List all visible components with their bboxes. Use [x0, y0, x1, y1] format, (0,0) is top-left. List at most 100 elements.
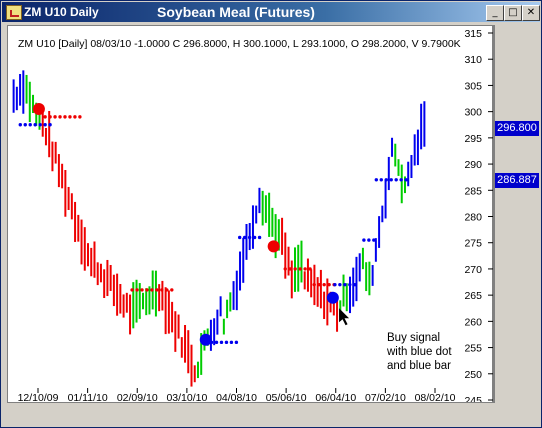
stop-dot [242, 235, 247, 240]
stop-dot [145, 288, 149, 292]
annotation-line-1: Buy signal [387, 332, 441, 344]
stop-dot [372, 238, 376, 242]
chart-app-icon [6, 5, 22, 20]
stop-dot [68, 115, 72, 119]
y-tick-label: 280 [464, 212, 482, 224]
y-tick-label: 290 [464, 159, 482, 171]
stop-dot [404, 178, 408, 182]
stop-dot [379, 178, 383, 182]
stop-dot [130, 288, 134, 292]
y-tick-label: 310 [464, 54, 482, 66]
stop-dot [293, 267, 297, 271]
stop-dot [43, 115, 47, 119]
red-signal-dot [32, 103, 45, 116]
stop-dot [288, 267, 292, 271]
stop-dot [257, 235, 262, 240]
stop-dot [247, 235, 252, 240]
x-tick-label: 01/11/10 [68, 392, 108, 402]
x-tick-label: 06/04/10 [315, 392, 356, 402]
symbol-title: ZM U10 Daily [24, 5, 99, 19]
stop-dot [252, 235, 257, 240]
stop-dot [43, 123, 47, 127]
chart-svg: 245 250 255 260 265 270 275 280 285 290 295 300 305 3… [12, 26, 494, 402]
stop-dot [23, 123, 27, 127]
y-tick-label: 260 [464, 316, 482, 328]
y-tick-label: 250 [464, 369, 482, 381]
stop-dot [327, 282, 331, 287]
y-tick-label: 300 [464, 107, 482, 119]
stop-dot [48, 123, 52, 127]
stop-dot [389, 178, 393, 182]
x-tick-label: 08/02/10 [415, 392, 456, 402]
x-tick-label: 04/08/10 [216, 392, 257, 402]
stop-dot [214, 340, 219, 345]
stop-dot [18, 123, 22, 127]
stop-dot [140, 288, 144, 292]
y-tick-label: 275 [464, 238, 482, 250]
y-tick-label: 295 [464, 133, 482, 145]
stop-dot [229, 340, 234, 345]
stop-dot [234, 340, 239, 345]
stop-dot [53, 115, 57, 119]
stop-dot [160, 288, 164, 292]
red-signal-dot [267, 240, 280, 253]
stop-dot [150, 288, 154, 292]
stop-dot [298, 267, 302, 271]
stop-dot [73, 115, 77, 119]
minimize-button[interactable]: _ [486, 5, 504, 21]
x-tick-label: 02/09/10 [117, 392, 158, 402]
title-bar[interactable]: ZM U10 Daily Soybean Meal (Futures) _ □ … [2, 2, 540, 22]
window-title: Soybean Meal (Futures) [157, 4, 315, 20]
stop-dot [155, 288, 159, 292]
ohlc-info-line: ZM U10 [Daily] 08/03/10 -1.0000 C 296.80… [18, 38, 461, 50]
stop-dot [308, 267, 312, 271]
stop-dot [399, 178, 403, 182]
stop-dot [353, 282, 357, 287]
stop-price-label: 286.887 [495, 172, 539, 188]
stop-dot [238, 235, 242, 240]
stop-dot [283, 267, 287, 271]
y-tick-label: 315 [464, 28, 482, 40]
stop-dot [384, 178, 388, 182]
y-tick-label: 265 [464, 290, 482, 302]
y-tick-label: 245 [464, 395, 482, 402]
stop-dot [165, 288, 169, 292]
stop-dot [48, 115, 52, 119]
stop-dot [170, 288, 174, 292]
stop-dot [338, 282, 342, 287]
price-chart[interactable]: 245 250 255 260 265 270 275 280 285 290 295 300 305 3… [7, 25, 495, 403]
stop-dot [38, 123, 42, 127]
stop-dot [63, 115, 67, 119]
stop-dot [333, 282, 337, 287]
y-tick-label: 270 [464, 264, 482, 276]
stop-dot [33, 123, 37, 127]
stop-dot [374, 178, 379, 182]
blue-signal-dot [199, 333, 212, 346]
y-tick-label: 305 [464, 80, 482, 92]
annotation-line-2: with blue dot [387, 346, 452, 358]
stop-dot [224, 340, 229, 345]
stop-dot [78, 115, 82, 119]
blue-signal-dot [326, 291, 339, 304]
stop-dot [367, 238, 371, 242]
stop-dot [394, 178, 398, 182]
buy-signal-annotation: Buy signal with blue dot and blue bar [387, 331, 452, 373]
stop-dot [219, 340, 224, 345]
stop-dot [303, 267, 307, 271]
stop-dot [348, 282, 352, 287]
pointer-arrow-icon [339, 308, 350, 326]
stop-dot [343, 282, 347, 287]
x-tick-label: 12/10/09 [18, 392, 59, 402]
y-tick-label: 285 [464, 185, 482, 197]
stop-dot [58, 115, 62, 119]
stop-dot [28, 123, 32, 127]
close-button[interactable]: ✕ [522, 5, 540, 21]
maximize-button[interactable]: □ [504, 5, 522, 21]
annotation-line-3: and blue bar [387, 360, 451, 372]
x-tick-label: 05/06/10 [266, 392, 307, 402]
stop-dot [362, 238, 366, 242]
stop-dot [317, 282, 321, 287]
x-tick-label: 03/10/10 [166, 392, 207, 402]
stop-dot [135, 288, 139, 292]
